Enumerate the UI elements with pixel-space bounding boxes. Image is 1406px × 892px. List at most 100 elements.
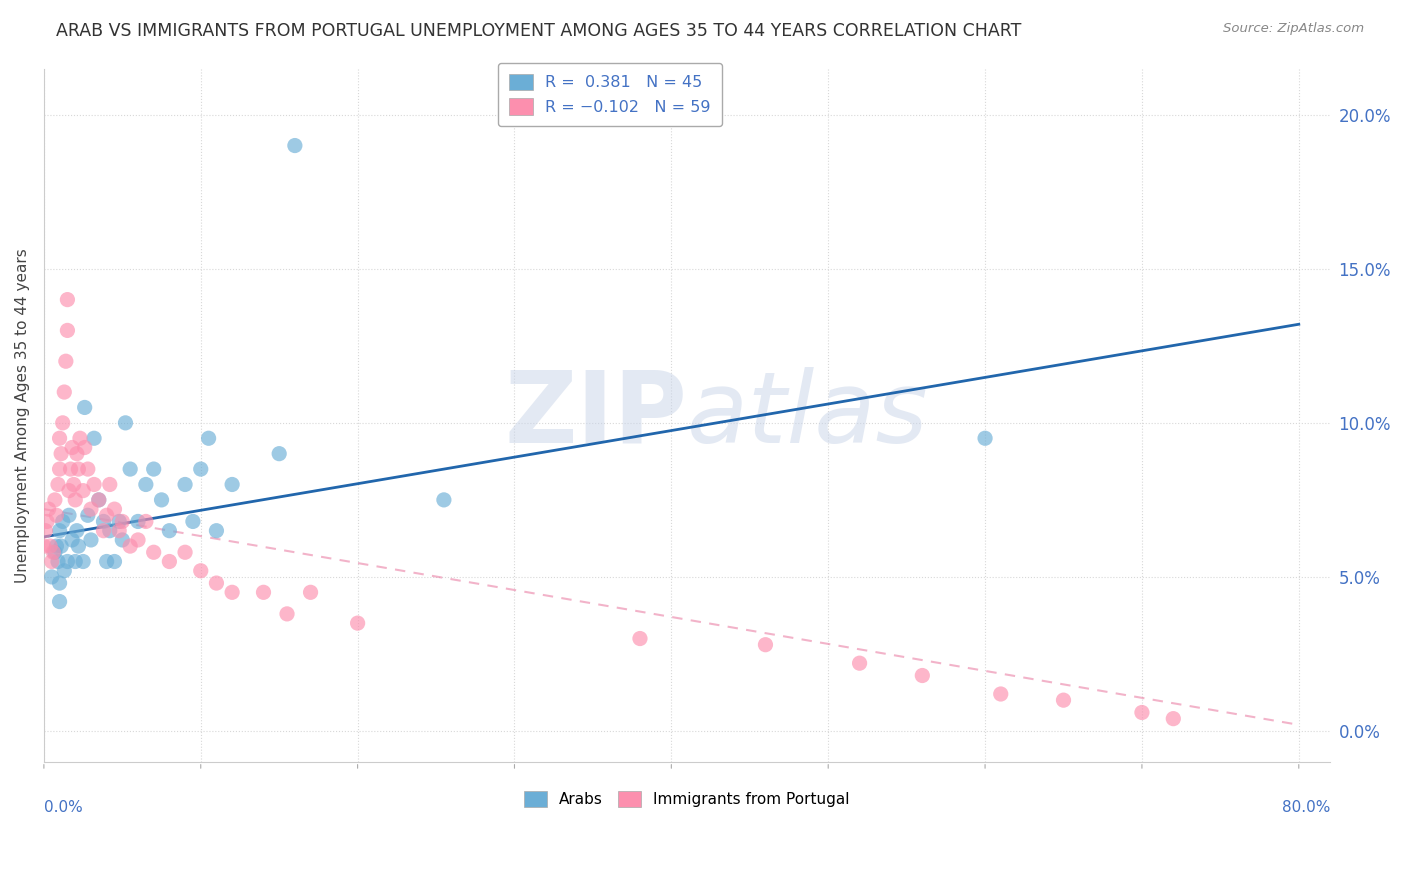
Point [135,515,157,529]
Point [911,668,934,682]
Point [42,545,65,559]
Point [67,539,90,553]
Point [197,431,219,445]
Point [52,416,75,430]
Point [44,545,66,559]
Point [66,447,89,461]
Point [108,515,131,529]
Point [114,416,136,430]
Point [44,492,66,507]
Point [150,492,173,507]
Point [181,515,204,529]
Point [73,401,96,415]
Point [67,462,90,476]
Text: ARAB VS IMMIGRANTS FROM PORTUGAL UNEMPLOYMENT AMONG AGES 35 TO 44 YEARS CORRELAT: ARAB VS IMMIGRANTS FROM PORTUGAL UNEMPLO… [56,22,1022,40]
Point [72,483,94,498]
Point [58,508,80,523]
Point [56,323,79,337]
Point [120,462,142,476]
Text: ZIP: ZIP [505,367,688,464]
Point [974,431,997,445]
Point [127,533,149,547]
Point [34,524,56,538]
Point [284,138,307,153]
Point [190,564,212,578]
Point [848,656,870,670]
Point [87,492,110,507]
Point [174,477,197,491]
Point [1130,706,1153,720]
Point [60,533,83,547]
Point [93,524,115,538]
Point [127,515,149,529]
Point [53,564,76,578]
Point [108,524,131,538]
Point [48,462,70,476]
Point [39,539,62,553]
Point [76,508,98,523]
Point [111,515,134,529]
Point [80,502,103,516]
Point [433,492,456,507]
Point [120,539,142,553]
Point [38,502,60,516]
Point [96,508,118,523]
Point [190,462,212,476]
Point [103,554,125,568]
Point [98,524,121,538]
Point [93,515,115,529]
Point [53,385,76,400]
Point [49,539,72,553]
Point [111,533,134,547]
Point [157,524,180,538]
Point [45,539,67,553]
Point [276,607,298,621]
Point [96,554,118,568]
Point [32,539,55,553]
Point [252,585,274,599]
Text: Source: ZipAtlas.com: Source: ZipAtlas.com [1223,22,1364,36]
Text: 80.0%: 80.0% [1282,800,1330,815]
Point [205,576,228,591]
Point [48,576,70,591]
Point [205,524,228,538]
Point [65,492,87,507]
Point [60,441,83,455]
Point [221,585,243,599]
Point [48,431,70,445]
Point [56,293,79,307]
Point [142,545,165,559]
Point [49,447,72,461]
Point [65,554,87,568]
Y-axis label: Unemployment Among Ages 35 to 44 years: Unemployment Among Ages 35 to 44 years [15,248,30,582]
Point [41,554,63,568]
Point [73,441,96,455]
Point [62,477,84,491]
Point [142,462,165,476]
Text: atlas: atlas [688,367,928,464]
Point [1161,712,1184,726]
Legend: Arabs, Immigrants from Portugal: Arabs, Immigrants from Portugal [517,785,856,814]
Point [299,585,322,599]
Point [76,462,98,476]
Point [346,616,368,631]
Point [174,545,197,559]
Point [58,483,80,498]
Point [157,554,180,568]
Point [83,431,105,445]
Text: 0.0%: 0.0% [44,800,83,815]
Point [46,477,69,491]
Point [46,554,69,568]
Point [72,554,94,568]
Point [135,477,157,491]
Point [1052,693,1074,707]
Point [52,515,75,529]
Point [55,354,77,368]
Point [45,508,67,523]
Point [221,477,243,491]
Point [628,632,651,646]
Point [41,570,63,584]
Point [87,492,110,507]
Point [98,477,121,491]
Point [83,477,105,491]
